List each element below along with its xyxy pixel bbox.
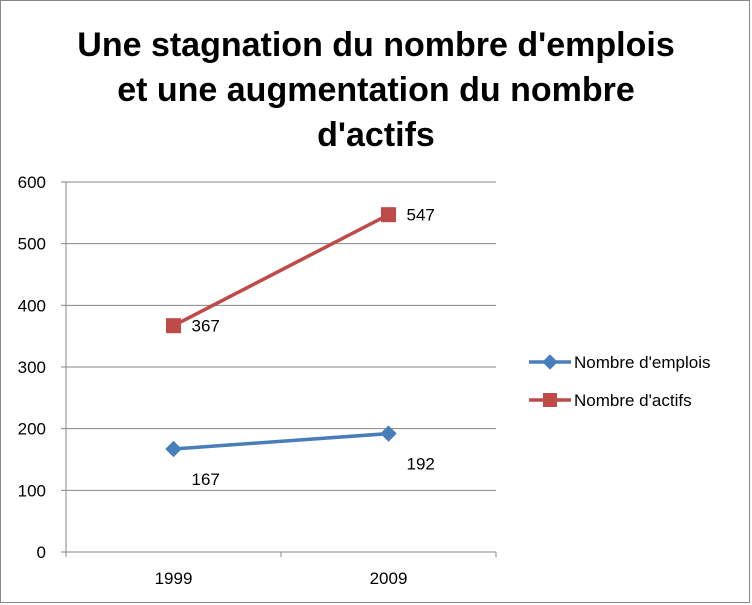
- y-tick-label: 600: [18, 173, 46, 192]
- chart-title-line-3: d'actifs: [317, 116, 435, 154]
- series-line-emplois: [173, 431, 389, 451]
- data-label-actifs-2009: 547: [407, 206, 435, 225]
- data-label-actifs-1999: 367: [192, 317, 220, 336]
- y-tick-label: 200: [18, 420, 46, 439]
- chart-title-line-1: Une stagnation du nombre d'emplois: [77, 26, 675, 64]
- series-line-actifs: [172, 213, 390, 328]
- data-point-emplois-2009: [380, 425, 397, 442]
- data-point-actifs-2009: [381, 207, 396, 223]
- chart-title: Une stagnation du nombre d'emplois et un…: [41, 23, 711, 158]
- x-tick-label-1999: 1999: [155, 569, 193, 588]
- data-point-actifs-1999: [166, 318, 181, 334]
- chart-title-line-2: et une augmentation du nombre: [117, 71, 635, 109]
- y-tick-label: 500: [18, 235, 46, 254]
- y-tick-label: 100: [18, 481, 46, 500]
- data-point-emplois-1999: [165, 440, 182, 458]
- legend-marker-actifs: [543, 393, 557, 407]
- data-label-emplois-1999: 167: [192, 470, 220, 489]
- data-label-emplois-2009: 192: [407, 455, 435, 474]
- legend-marker-emplois: [542, 354, 558, 370]
- legend-label-emplois: Nombre d'emplois: [574, 353, 710, 372]
- y-tick-label: 400: [18, 296, 46, 315]
- x-tick-label-2009: 2009: [370, 569, 408, 588]
- legend-label-actifs: Nombre d'actifs: [574, 391, 692, 410]
- y-tick-label: 0: [37, 543, 46, 562]
- y-tick-label: 300: [18, 358, 46, 377]
